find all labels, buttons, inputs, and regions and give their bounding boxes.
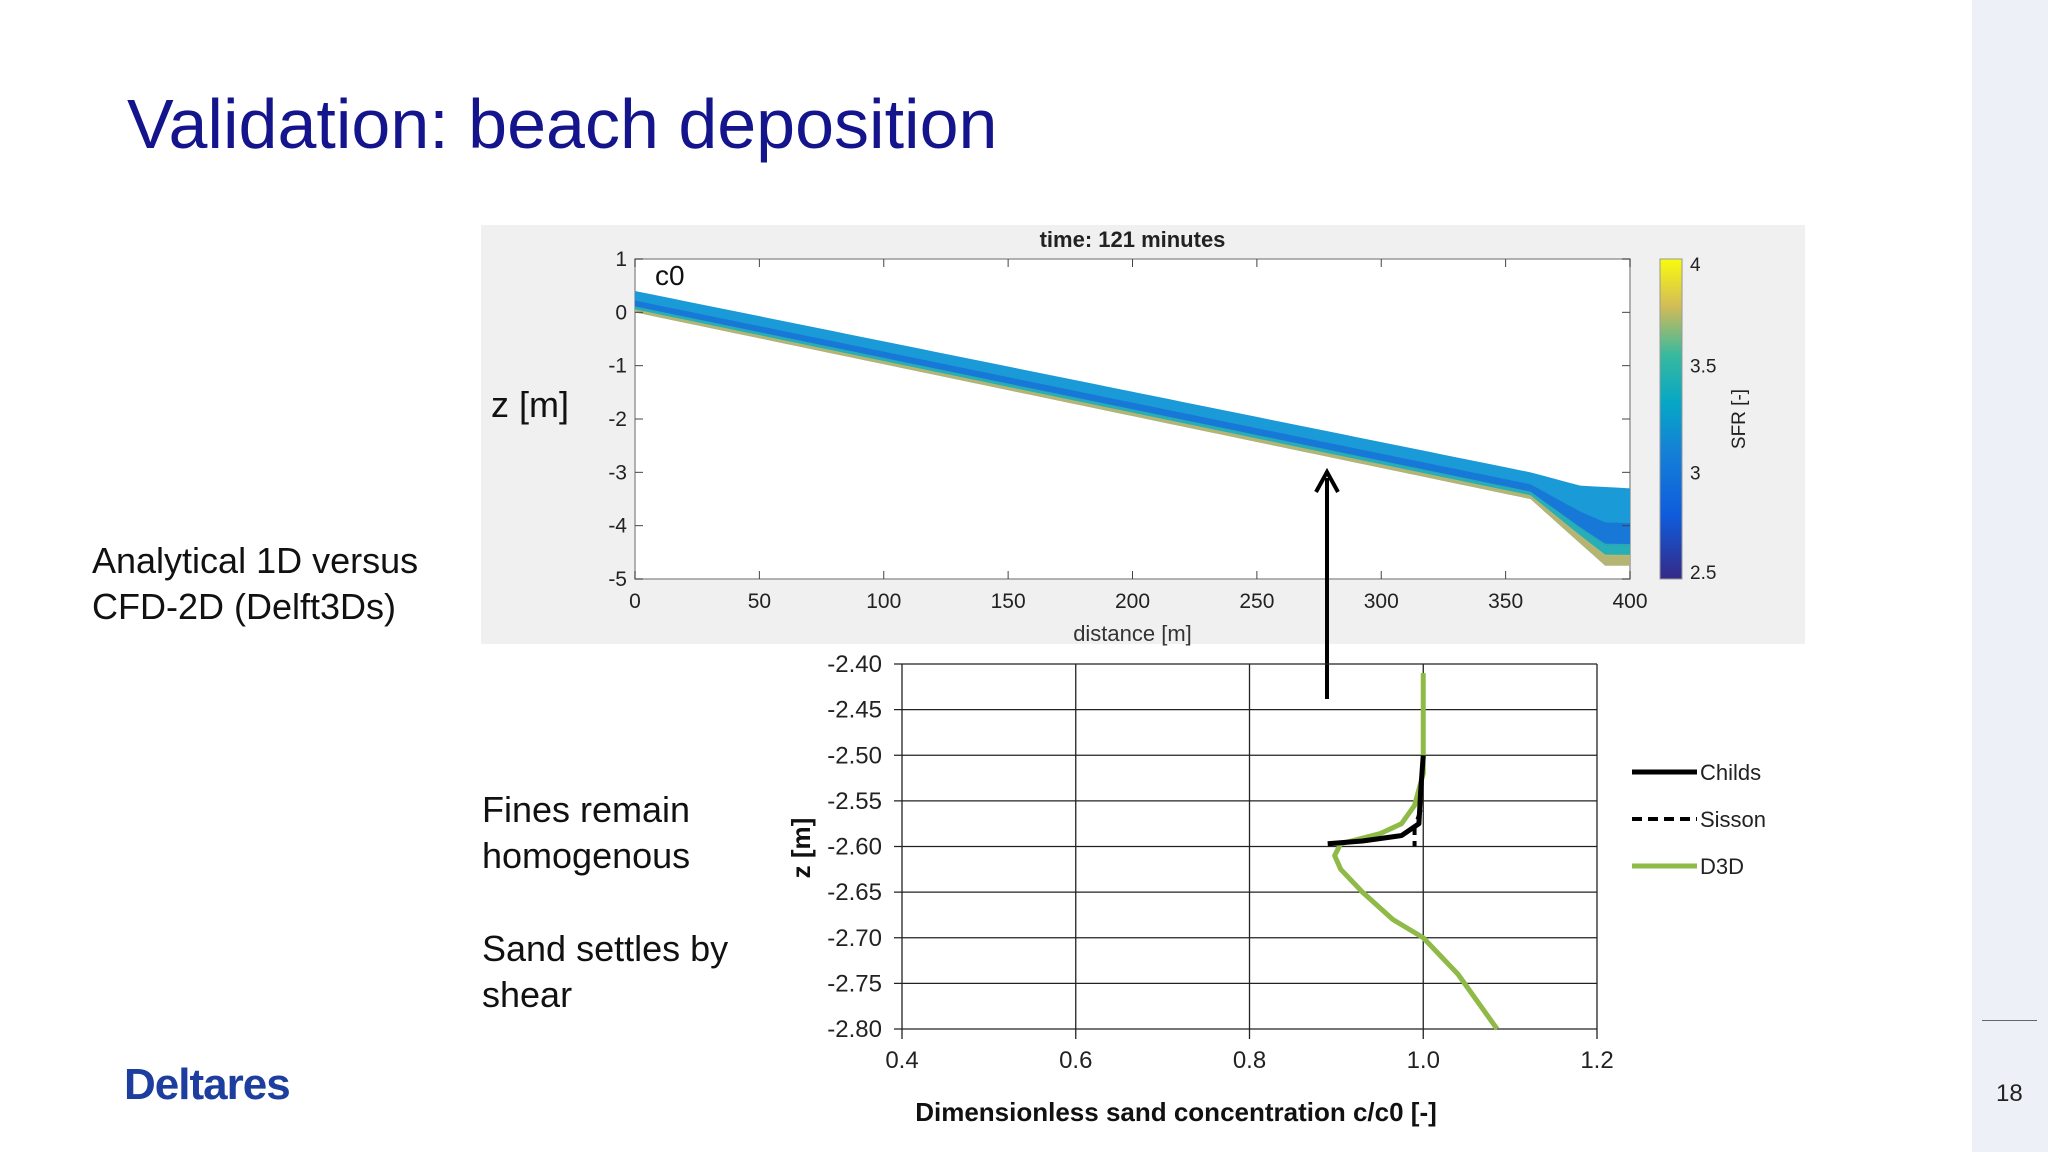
x-tick-label: 400: [1612, 590, 1647, 613]
slide-sidebar: [1972, 0, 2048, 1152]
x-tick-label: 150: [991, 590, 1026, 613]
y-axis-label: z [m]: [786, 818, 816, 879]
text-fines: Fines remain homogenous: [482, 787, 690, 879]
x-tick-label: 300: [1364, 590, 1399, 613]
y-tick-label: -2.75: [827, 970, 882, 997]
colorbar: [1659, 258, 1683, 580]
text-line: Fines remain: [482, 789, 691, 830]
annotation-c0: c0: [655, 260, 685, 291]
colorbar-tick-label: 3.5: [1690, 357, 1716, 378]
text-sand: Sand settles by shear: [482, 926, 728, 1018]
y-tick-label: -2: [608, 408, 627, 431]
colorbar-tick-label: 2.5: [1690, 563, 1716, 584]
text-line: shear: [482, 974, 573, 1015]
sfr-band-layer: [635, 300, 1630, 547]
y-tick-label: -2.80: [827, 1016, 882, 1043]
legend-label: Childs: [1700, 760, 1761, 785]
y-tick-label: -2.50: [827, 742, 882, 769]
y-tick-label: -2.40: [827, 651, 882, 678]
x-tick-label: 1.2: [1580, 1047, 1613, 1074]
y-tick-label: -2.70: [827, 925, 882, 952]
x-tick-label: 0: [629, 590, 641, 613]
x-tick-label: 50: [748, 590, 771, 613]
y-axis-label: z [m]: [491, 384, 569, 425]
x-axis-label: distance [m]: [1073, 621, 1192, 646]
divider: [1982, 1020, 2037, 1021]
x-tick-label: 200: [1115, 590, 1150, 613]
text-line: Sand settles by: [482, 928, 729, 969]
y-tick-label: -5: [608, 568, 627, 591]
text-line: homogenous: [482, 835, 691, 876]
x-tick-label: 0.8: [1233, 1047, 1266, 1074]
plot-area: [634, 258, 1631, 580]
y-tick-label: -4: [608, 515, 627, 538]
chart-title: time: 121 minutes: [1040, 227, 1226, 252]
y-tick-label: -1: [608, 355, 627, 378]
text-line: Analytical 1D versus: [92, 540, 419, 581]
x-tick-label: 1.0: [1407, 1047, 1440, 1074]
y-tick-label: -2.55: [827, 788, 882, 815]
series-line-d3d: [1332, 673, 1500, 1031]
legend-label: D3D: [1700, 854, 1744, 879]
series-line-sisson: [1412, 809, 1423, 847]
slide-title: Validation: beach deposition: [127, 85, 998, 163]
colorbar-label: SFR [-]: [1729, 389, 1750, 449]
y-tick-label: 1: [615, 248, 627, 271]
x-tick-label: 350: [1488, 590, 1523, 613]
y-tick-label: -3: [608, 461, 627, 484]
page-number: 18: [1996, 1080, 2023, 1107]
y-tick-label: 0: [615, 301, 627, 324]
x-tick-label: 0.4: [885, 1047, 918, 1074]
arrow-head: [1314, 467, 1340, 493]
series-line-childs: [1327, 755, 1426, 847]
x-tick-label: 100: [866, 590, 901, 613]
colorbar-tick-label: 3: [1690, 463, 1701, 484]
x-tick-label: 0.6: [1059, 1047, 1092, 1074]
x-tick-label: 250: [1239, 590, 1274, 613]
text-line: CFD-2D (Delft3Ds): [92, 586, 397, 627]
legend-label: Sisson: [1700, 807, 1766, 832]
colorbar-tick-label: 4: [1690, 255, 1701, 276]
deltares-logo: Deltares: [124, 1060, 291, 1109]
text-analytical: Analytical 1D versus CFD-2D (Delft3Ds): [92, 538, 418, 630]
y-tick-label: -2.65: [827, 879, 882, 906]
y-tick-label: -2.60: [827, 834, 882, 861]
x-axis-label: Dimensionless sand concentration c/c0 [-…: [915, 1097, 1437, 1127]
y-tick-label: -2.45: [827, 697, 882, 724]
